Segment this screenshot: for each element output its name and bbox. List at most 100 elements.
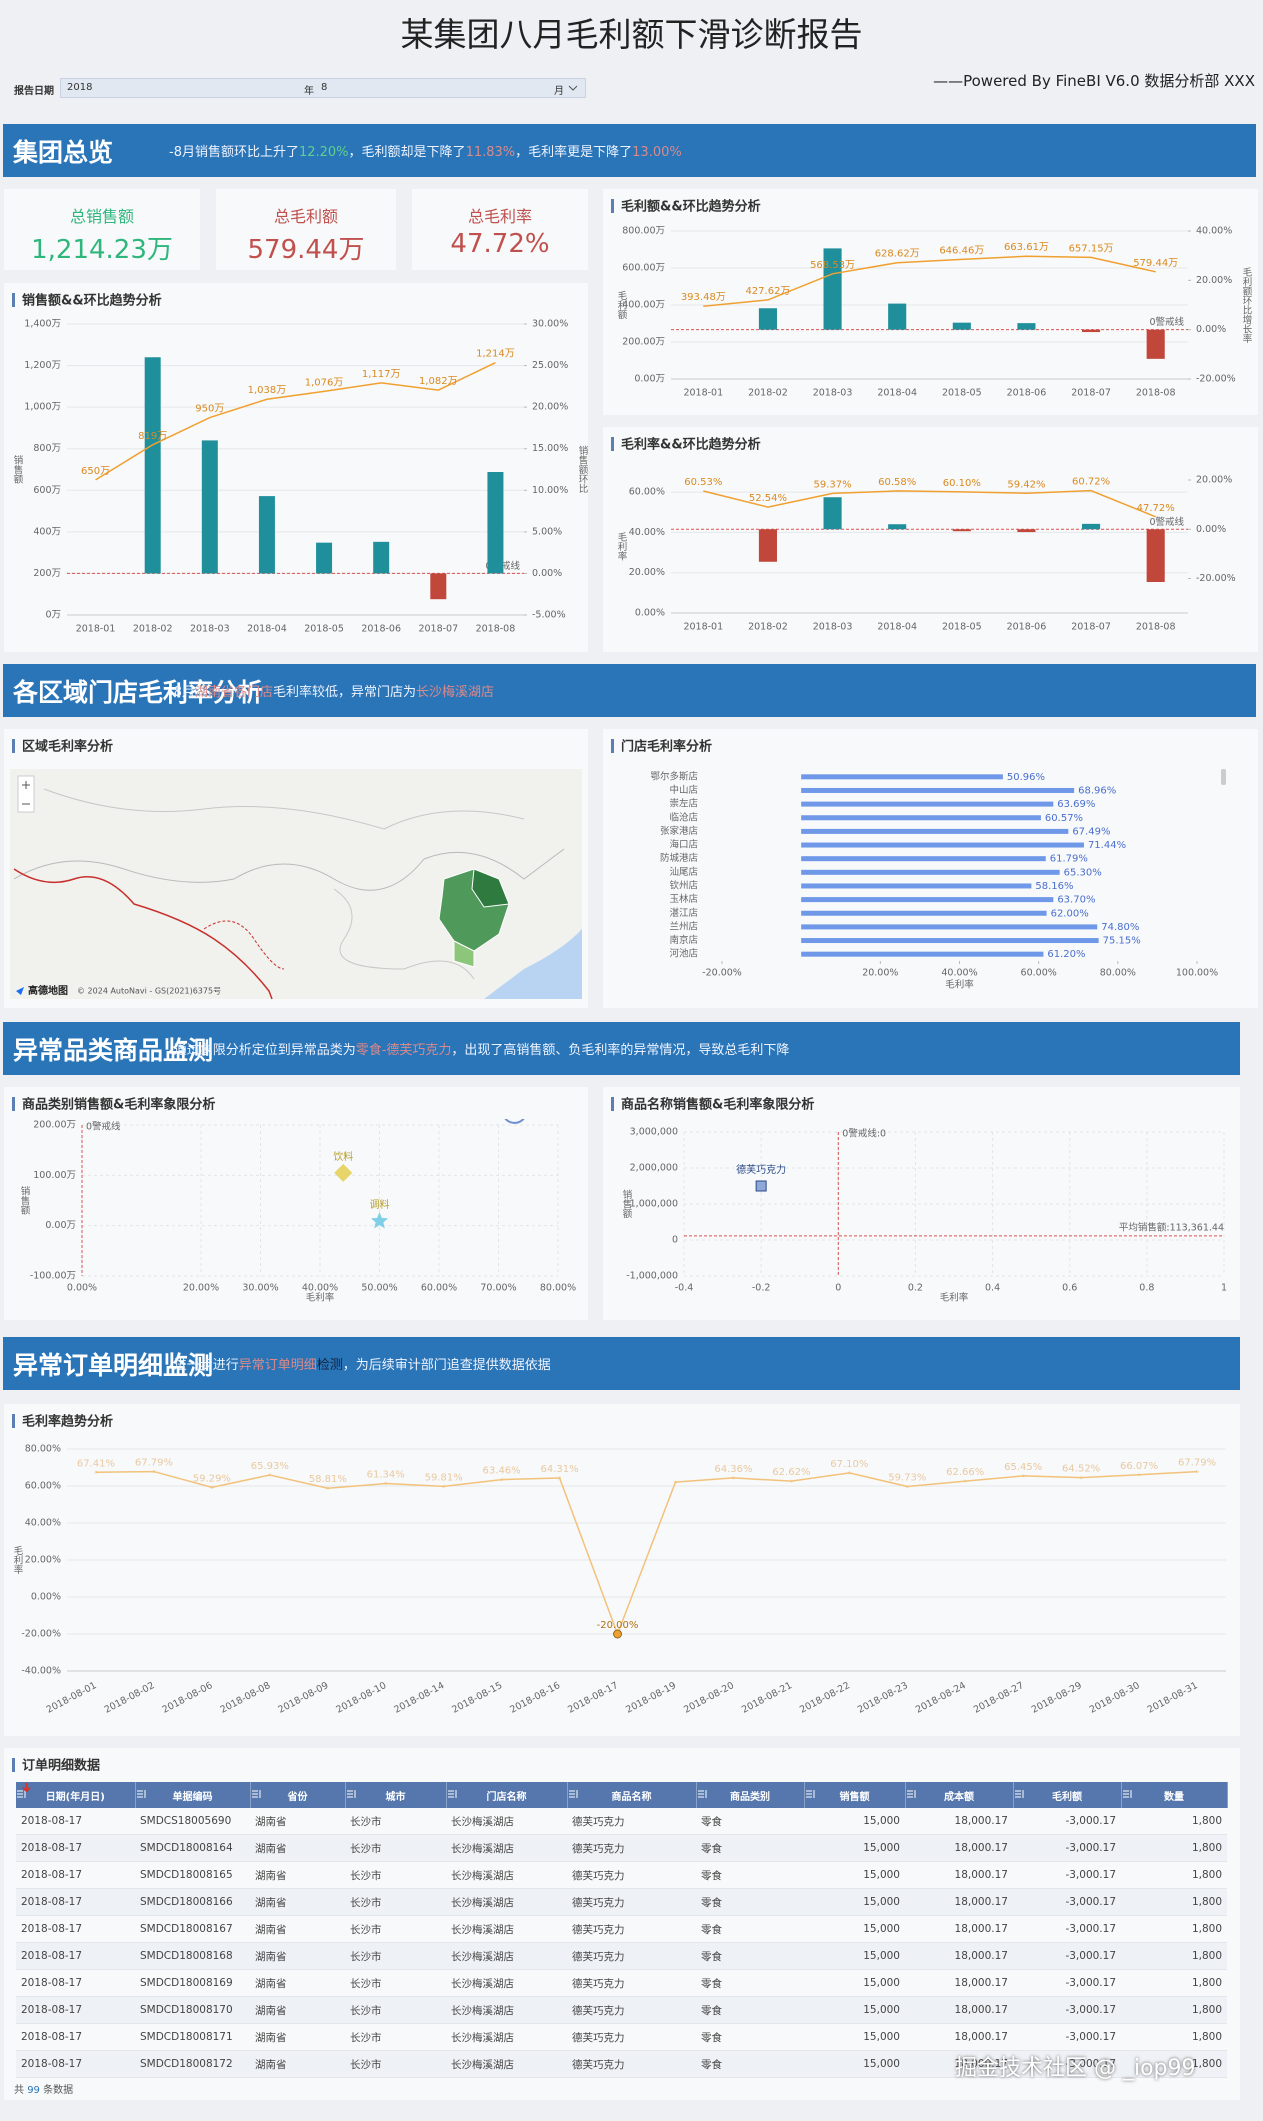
scrollbar[interactable] [1221, 769, 1226, 785]
y2-tick-label: 10.00% [532, 485, 568, 496]
y2-tick-label: 30.00% [532, 319, 568, 330]
x-tick-label: 80.00% [1100, 968, 1136, 979]
banner-title: 异常品类商品监测 [13, 1035, 214, 1065]
cell-text: 零食 [701, 2058, 722, 2071]
sort-icon[interactable] [697, 1789, 707, 1799]
data-label: 65.45% [1004, 1462, 1042, 1473]
category-label: 汕尾店 [669, 866, 698, 878]
data-label: 628.62万 [875, 249, 920, 260]
point [1137, 1473, 1141, 1477]
y-axis-title: 毛利率 [616, 532, 628, 562]
table-cell: 湖南省 [250, 1834, 345, 1862]
data-label: 61.34% [367, 1470, 405, 1481]
y-axis-title: 毛利额 [616, 290, 628, 320]
bar [258, 496, 275, 574]
panel-title: 毛利率&&环比趋势分析 [621, 437, 761, 453]
category-label: 防城港店 [660, 852, 698, 864]
cell-text: 长沙市 [350, 1977, 382, 1990]
date-filter[interactable]: 2018 年 8 月 [60, 78, 586, 98]
bar [801, 842, 1084, 848]
cell-text: 长沙市 [350, 1815, 382, 1828]
x-tick-label: 2018-03 [190, 624, 230, 635]
column-header-text: 商品名称 [611, 1791, 652, 1803]
cell-text: 零食 [701, 1869, 722, 1882]
bar [487, 471, 504, 574]
sort-icon[interactable] [136, 1789, 146, 1799]
cell-text: 长沙市 [350, 1869, 382, 1882]
y-tick-label: 400万 [33, 526, 61, 537]
margin-chart: 毛利率&&环比趋势分析 0.00% 20.00% 40.00% 60.00% -20.00… [611, 437, 1236, 633]
cell-text: 2018-08-17 [21, 2058, 83, 2070]
point [1195, 1470, 1199, 1474]
sort-icon[interactable] [251, 1789, 261, 1799]
cell-text: 长沙梅溪湖店 [451, 2058, 514, 2071]
cell-text: 2018-08-17 [21, 2004, 83, 2016]
sort-icon[interactable] [568, 1789, 578, 1799]
line [703, 255, 1156, 307]
cell-text: 长沙市 [350, 1896, 382, 1909]
border [43, 788, 525, 830]
data-label: 59.37% [813, 479, 851, 490]
cell-text: -3,000.17 [1065, 2031, 1116, 2043]
panel-title: 商品名称销售额&毛利率象限分析 [621, 1097, 814, 1113]
y-tick-label: 0 [672, 1235, 678, 1246]
data-label: 1,117万 [362, 369, 401, 380]
x-tick-label: 2018-08-19 [624, 1680, 678, 1716]
x-tick-label: 2018-07 [1071, 388, 1111, 399]
sales-chart: 销售额&&环比趋势分析 0万 200万 400万 600万 800万 1,000万 1,200… [12, 293, 589, 635]
cell-text: SMDCD18008165 [140, 1869, 233, 1881]
map-logo: 高德地图 [28, 984, 68, 997]
column-header: 数量 [1121, 1782, 1228, 1808]
map[interactable]: 区域毛利率分析 高德地图 © 2024 AutoNavi - GS(2021)6… [4, 729, 588, 1008]
sort-icon[interactable] [16, 1789, 26, 1799]
sort-icon[interactable] [346, 1789, 356, 1799]
data-label: 67.79% [135, 1458, 173, 1469]
x-tick-label: 2018-06 [1007, 622, 1047, 633]
sort-icon[interactable] [1014, 1789, 1024, 1799]
x-tick-label: 2018-08 [1136, 622, 1176, 633]
data-label: 657.15万 [1069, 243, 1114, 254]
table-cell: 零食 [696, 1969, 804, 1997]
banner-segment: 长沙梅溪湖店 [416, 685, 495, 700]
data-label: 1,076万 [305, 377, 344, 388]
cell-text: SMDCD18008172 [140, 2058, 233, 2070]
year-value[interactable]: 2018 [67, 82, 93, 93]
table-cell: 15,000 [22, 1783, 905, 1997]
column-header-text: 销售额 [839, 1791, 870, 1803]
dropdown-arrow[interactable] [568, 84, 578, 92]
y2-tick-label: -20.00% [1196, 374, 1236, 385]
cell-text: 2018-08-17 [21, 1950, 83, 1962]
column-header-text: 单据编码 [172, 1791, 213, 1803]
y-tick-label: 200.00万 [33, 1120, 76, 1131]
x-tick-label: 2018-08-22 [798, 1680, 852, 1716]
y-tick-label: 800.00万 [622, 226, 665, 237]
banner: 异常订单明细监测 -进一步进行异常订单明细检测，为后续审计部门追查提供数据依据 [3, 1337, 1240, 1390]
table-row: 2018-08-17 SMDCD18008168 湖南省 长沙市 长沙梅溪湖店 德芙巧克力… [16, 1783, 1227, 1970]
cell-text: 2018-08-17 [21, 1923, 83, 1935]
sea [484, 929, 582, 999]
y-tick-label: 400.00万 [622, 300, 665, 311]
point [1021, 1474, 1025, 1478]
sort-icon[interactable] [447, 1789, 457, 1799]
threshold-label: 0警戒线 [1149, 516, 1184, 528]
cell-text: 1,800 [1191, 1815, 1222, 1827]
sort-icon[interactable] [805, 1789, 815, 1799]
cell-text: 18,000.17 [954, 1923, 1008, 1935]
cell-text: 长沙市 [350, 1923, 382, 1936]
y2-tick-label: -5.00% [532, 610, 566, 621]
banner: 异常品类商品监测 -通过象限分析定位到异常品类为零食-德芙巧克力，出现了高销售额、… [3, 1022, 1240, 1075]
month-value[interactable]: 8 [321, 82, 328, 93]
banner-text: -8月湖南省各门店毛利率较低，异常门店为长沙梅溪湖店 [169, 681, 494, 700]
sort-icon[interactable] [1122, 1789, 1132, 1799]
cell-text: -3,000.17 [1065, 2058, 1116, 2070]
cell-text: 1,800 [1191, 1869, 1222, 1881]
table-cell: SMDCD18008168 [135, 1942, 250, 1970]
bar [1017, 529, 1036, 533]
x-tick-label: 2018-03 [813, 388, 853, 399]
point [268, 1473, 272, 1477]
data-label: 63.69% [1057, 799, 1095, 810]
sort-icon[interactable] [906, 1789, 916, 1799]
sort-icon-shape [1014, 1790, 1023, 1798]
table-footer: 共 99 条数据 [14, 2081, 73, 2096]
cell-text: 德芙巧克力 [572, 1923, 625, 1936]
